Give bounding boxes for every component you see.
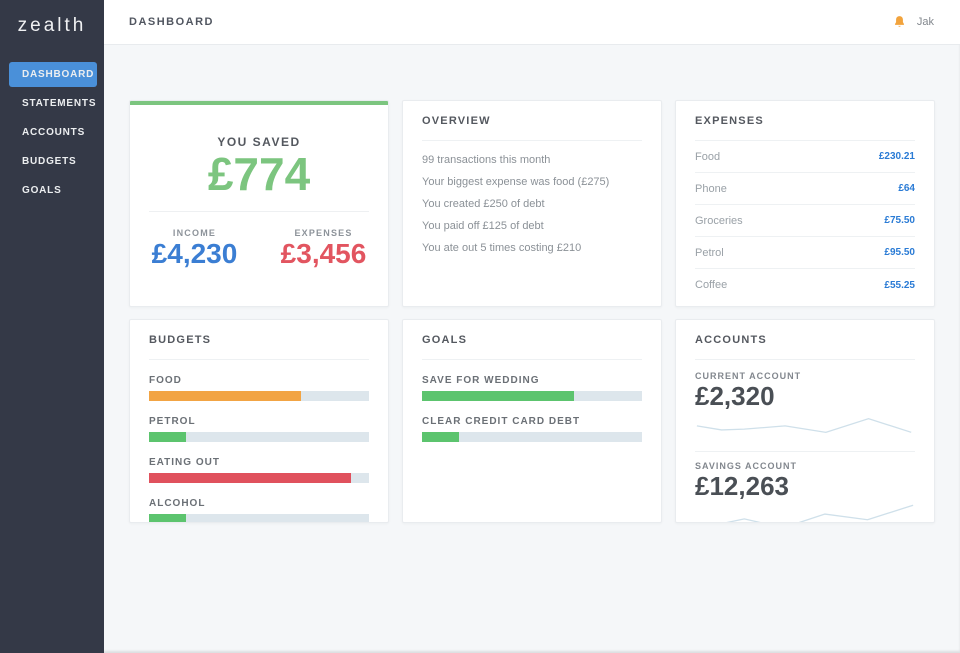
account-block-current: CURRENT ACCOUNT £2,320 xyxy=(695,371,915,442)
budget-meter: PETROL xyxy=(149,416,369,442)
goal-meter: CLEAR CREDIT CARD DEBT xyxy=(422,416,642,442)
budget-label: PETROL xyxy=(149,416,196,427)
goal-meter: SAVE FOR WEDDING xyxy=(422,375,642,401)
expense-name: Phone xyxy=(695,182,727,195)
header-right: Jak xyxy=(893,15,934,29)
account-sparkline-chart xyxy=(727,504,914,522)
expense-amount: £95.50 xyxy=(884,247,915,258)
goal-label: SAVE FOR WEDDING xyxy=(422,375,540,386)
overview-item: You ate out 5 times costing £210 xyxy=(422,242,582,254)
expense-row: Coffee £55.25 xyxy=(695,269,915,301)
account-balance: £12,263 xyxy=(695,470,789,501)
budget-progress-track xyxy=(149,514,369,522)
expenses-value: £3,456 xyxy=(280,237,367,269)
overview-title: OVERVIEW xyxy=(422,115,642,141)
notification-bell-icon[interactable] xyxy=(893,15,906,29)
summary-divider xyxy=(149,210,369,212)
sidebar: zealth DASHBOARD STATEMENTS ACCOUNTS BUD… xyxy=(0,0,104,653)
expense-row: Phone £64 xyxy=(695,173,915,205)
overview-item: You created £250 of debt xyxy=(422,198,545,210)
budget-meter: FOOD xyxy=(149,375,369,401)
sidebar-item-accounts[interactable]: ACCOUNTS xyxy=(22,127,86,138)
sidebar-item-dashboard[interactable]: DASHBOARD xyxy=(9,62,97,87)
goal-label: CLEAR CREDIT CARD DEBT xyxy=(422,416,581,427)
income-label: INCOME xyxy=(172,227,217,238)
expenses-list: Food £230.21 Phone £64 Groceries £75.50 … xyxy=(695,141,915,301)
overview-card: OVERVIEW 99 transactions this month Your… xyxy=(402,100,662,307)
account-label: CURRENT ACCOUNT xyxy=(695,371,802,381)
budget-progress-fill xyxy=(149,473,352,483)
expense-amount: £64 xyxy=(898,183,915,194)
user-name[interactable]: Jak xyxy=(916,16,934,28)
overview-list: 99 transactions this month Your biggest … xyxy=(422,149,642,259)
expense-row: Petrol £95.50 xyxy=(695,237,915,269)
expense-name: Petrol xyxy=(695,246,724,259)
budgets-card: BUDGETS FOOD PETROL EATING OUT xyxy=(129,319,389,523)
budget-progress-fill xyxy=(149,391,301,401)
budget-progress-track xyxy=(149,473,369,483)
budget-progress-fill xyxy=(149,432,187,442)
sidebar-item-statements[interactable]: STATEMENTS xyxy=(22,98,97,109)
overview-item: Your biggest expense was food (£275) xyxy=(422,176,610,188)
budget-label: ALCOHOL xyxy=(149,498,206,509)
page-title: DASHBOARD xyxy=(129,16,214,28)
main-content: YOU SAVED £774 INCOME £4,230 EXPENSES £3… xyxy=(104,45,960,653)
overview-item: You paid off £125 of debt xyxy=(422,220,544,232)
top-header: DASHBOARD Jak xyxy=(104,0,960,45)
expense-name: Coffee xyxy=(695,279,728,291)
expenses-title: EXPENSES xyxy=(695,115,915,141)
goals-title: GOALS xyxy=(422,334,642,360)
card-accent-bar xyxy=(130,101,388,105)
app-logo: zealth xyxy=(17,15,87,36)
sidebar-item-budgets[interactable]: BUDGETS xyxy=(22,156,77,167)
account-sparkline-chart xyxy=(696,417,912,433)
account-balance: £2,320 xyxy=(695,381,775,411)
budgets-title: BUDGETS xyxy=(149,334,369,360)
accounts-title: ACCOUNTS xyxy=(695,334,915,360)
expenses-label: EXPENSES xyxy=(294,227,353,238)
income-column: INCOME £4,230 xyxy=(130,228,259,268)
expense-row: Groceries £75.50 xyxy=(695,205,915,237)
overview-item: 99 transactions this month xyxy=(422,154,551,166)
budget-progress-track xyxy=(149,432,369,442)
income-expense-split: INCOME £4,230 EXPENSES £3,456 xyxy=(130,228,388,268)
account-block-savings: SAVINGS ACCOUNT £12,263 xyxy=(695,450,915,522)
expense-amount: £55.25 xyxy=(884,279,915,291)
budget-meter: ALCOHOL xyxy=(149,498,369,522)
budget-label: FOOD xyxy=(149,375,182,386)
expenses-card: EXPENSES Food £230.21 Phone £64 Grocerie… xyxy=(675,100,935,307)
saved-amount: £774 xyxy=(207,148,311,200)
expense-amount: £75.50 xyxy=(884,215,915,226)
budget-meter: EATING OUT xyxy=(149,457,369,483)
saved-caption: YOU SAVED xyxy=(217,135,301,149)
budget-progress-track xyxy=(149,391,369,401)
budget-label: EATING OUT xyxy=(149,457,220,468)
expense-amount: £230.21 xyxy=(878,151,915,162)
sidebar-item-goals[interactable]: GOALS xyxy=(22,185,62,196)
goal-progress-track xyxy=(422,432,642,442)
budget-progress-fill xyxy=(149,514,187,522)
goals-card: GOALS SAVE FOR WEDDING CLEAR CREDIT CARD… xyxy=(402,319,662,523)
sidebar-nav: DASHBOARD STATEMENTS ACCOUNTS BUDGETS GO… xyxy=(0,62,104,203)
accounts-card: ACCOUNTS CURRENT ACCOUNT £2,320 SAVINGS … xyxy=(675,319,935,523)
account-label: SAVINGS ACCOUNT xyxy=(695,460,798,471)
income-value: £4,230 xyxy=(151,237,238,269)
goal-progress-fill xyxy=(422,432,460,442)
expense-row: Food £230.21 xyxy=(695,141,915,173)
expense-name: Groceries xyxy=(695,214,743,227)
goal-progress-fill xyxy=(422,391,574,401)
summary-card: YOU SAVED £774 INCOME £4,230 EXPENSES £3… xyxy=(129,100,389,307)
expenses-column: EXPENSES £3,456 xyxy=(259,228,388,268)
goal-progress-track xyxy=(422,391,642,401)
expense-name: Food xyxy=(695,150,721,163)
card-grid: YOU SAVED £774 INCOME £4,230 EXPENSES £3… xyxy=(129,100,935,523)
